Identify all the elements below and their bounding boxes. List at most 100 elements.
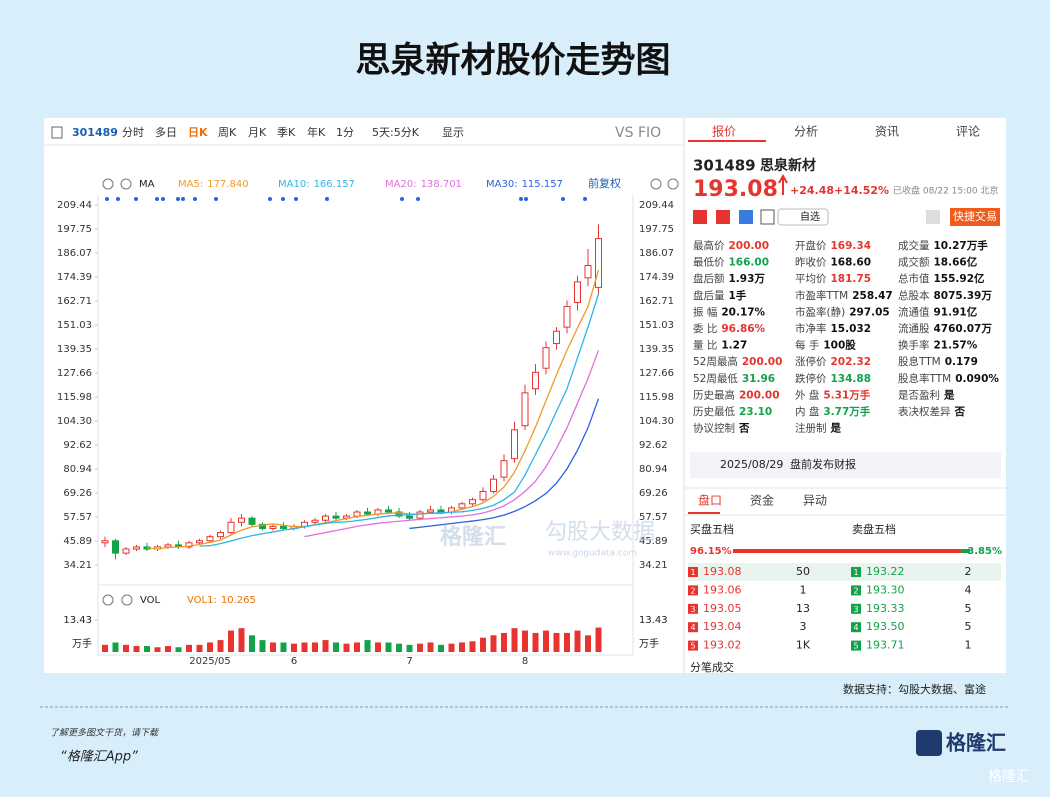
candle-body — [133, 546, 140, 550]
tab[interactable]: 资讯 — [875, 125, 899, 139]
toolbar-item[interactable]: 5天:5分K — [372, 126, 420, 139]
vol-name: VOL1: — [187, 595, 217, 606]
buy-ratio-bar — [733, 549, 961, 553]
volume-bar — [501, 632, 507, 652]
y-tick-label-right: 186.07 — [639, 248, 674, 259]
candle-body — [395, 511, 403, 517]
volume-bar — [333, 642, 339, 652]
y-tick-label-right: 174.39 — [639, 272, 674, 283]
y-tick-label-right: 45.89 — [639, 536, 668, 547]
volume-bar — [522, 630, 528, 652]
candle-body — [479, 490, 487, 501]
toolbar-item[interactable]: 月K — [248, 126, 267, 139]
subtab[interactable]: 异动 — [803, 494, 827, 508]
candle-body — [280, 525, 287, 529]
stat-label: 股息TTM — [898, 355, 941, 368]
stat-value: 181.75 — [831, 273, 872, 285]
subtab[interactable]: 盘口 — [698, 493, 722, 508]
stat: 是否盈利是 — [898, 389, 955, 401]
toolbar-item[interactable]: 分时 — [122, 126, 144, 139]
change: +24.48 — [790, 184, 834, 197]
stat-value: 91.91亿 — [934, 305, 978, 318]
level-box — [851, 585, 861, 596]
stat-label: 注册制 — [795, 422, 827, 435]
adjust-label[interactable]: 前复权 — [588, 176, 621, 190]
y-tick-label: 115.98 — [57, 392, 92, 403]
vol-value: 10.265 — [221, 595, 256, 606]
stat-value: 202.32 — [831, 356, 872, 368]
candle-body — [490, 478, 497, 492]
toolbar-item[interactable]: VS — [615, 125, 634, 141]
sidebar-icon[interactable] — [51, 126, 63, 139]
ma-legend: MA5: 177.840 — [178, 179, 249, 190]
volume-bar — [543, 630, 549, 652]
toolbar-item[interactable]: 日K — [188, 126, 208, 139]
candle-body — [385, 509, 392, 513]
level-box — [688, 567, 698, 577]
bell-icon[interactable] — [926, 210, 940, 224]
toolbar-item[interactable]: 1分 — [336, 126, 354, 139]
stat-label: 流通值 — [898, 305, 930, 318]
stat-value: 297.05 — [849, 306, 890, 318]
book-volume: 5 — [965, 602, 972, 615]
book-price: 193.08 — [703, 565, 742, 578]
stat-value: 否 — [954, 406, 966, 418]
candle-body — [574, 281, 581, 303]
volume-bar — [343, 643, 350, 652]
book-price: 193.71 — [866, 639, 905, 652]
chart-tools[interactable] — [102, 178, 679, 606]
toolbar-item[interactable]: 多日 — [155, 125, 177, 139]
tab[interactable]: 报价 — [712, 124, 736, 139]
vol-label: VOL — [140, 595, 161, 606]
toolbar-item[interactable]: 周K — [218, 126, 237, 139]
y-tick-label: 197.75 — [57, 224, 92, 235]
watch-label[interactable]: 自选 — [800, 210, 820, 223]
subtab[interactable]: 资金 — [750, 493, 774, 508]
ma-value: 166.157 — [314, 179, 355, 190]
toolbar-item[interactable]: 季K — [277, 126, 296, 139]
y-tick-label-right: 92.62 — [639, 440, 668, 451]
y-tick-label: 92.62 — [63, 440, 92, 451]
toolbar-item[interactable]: 301489 — [72, 126, 118, 139]
volume-bar — [238, 628, 245, 652]
toolbar-item[interactable]: FIO — [638, 125, 661, 141]
candle-body — [553, 330, 560, 345]
watermark: 勾股大数据 — [545, 520, 655, 545]
volume-bar — [480, 637, 486, 652]
book-volume: 1 — [800, 583, 807, 596]
watch-button[interactable] — [777, 208, 829, 226]
stat: 总股本 8075.39万 — [898, 289, 992, 302]
level-box — [851, 603, 861, 614]
volume-bar — [490, 635, 497, 652]
stat-value: 31.96 — [742, 373, 775, 385]
volume-bar — [154, 647, 161, 652]
candle-body — [322, 515, 329, 521]
x-tick-label: 7 — [406, 656, 412, 667]
stat: 流通股 4760.07万 — [898, 322, 992, 335]
app-name: “格隆汇App” — [60, 750, 138, 765]
vol-tick-label-right: 13.43 — [639, 615, 668, 626]
candle-body — [122, 548, 130, 554]
icon — [739, 210, 753, 224]
candle-body — [511, 429, 518, 460]
tab[interactable]: 评论 — [956, 125, 980, 139]
tab-underline — [688, 140, 766, 142]
stat-label: 委 比 — [693, 322, 717, 335]
stat-label: 内 盘 — [795, 405, 820, 418]
volume-bar — [532, 632, 539, 652]
trade-label[interactable]: 快捷交易 — [953, 209, 997, 223]
tab[interactable]: 分析 — [794, 125, 818, 139]
stat-value: 0.090% — [955, 373, 999, 385]
subtab-underline — [688, 512, 720, 514]
volume-bar — [270, 642, 276, 652]
candle-body — [595, 238, 602, 288]
toolbar-item[interactable]: 年K — [307, 125, 326, 139]
stat-label: 市净率 — [795, 322, 827, 335]
notice-text: 盘前发布财报 — [790, 457, 856, 471]
stat-label: 量 比 — [693, 339, 717, 352]
level: 2 — [690, 586, 695, 595]
volume-bar — [585, 635, 591, 652]
toolbar-item[interactable]: 显示 — [442, 126, 464, 139]
book-volume: 5 — [965, 620, 972, 633]
trade-button[interactable] — [950, 208, 1000, 226]
